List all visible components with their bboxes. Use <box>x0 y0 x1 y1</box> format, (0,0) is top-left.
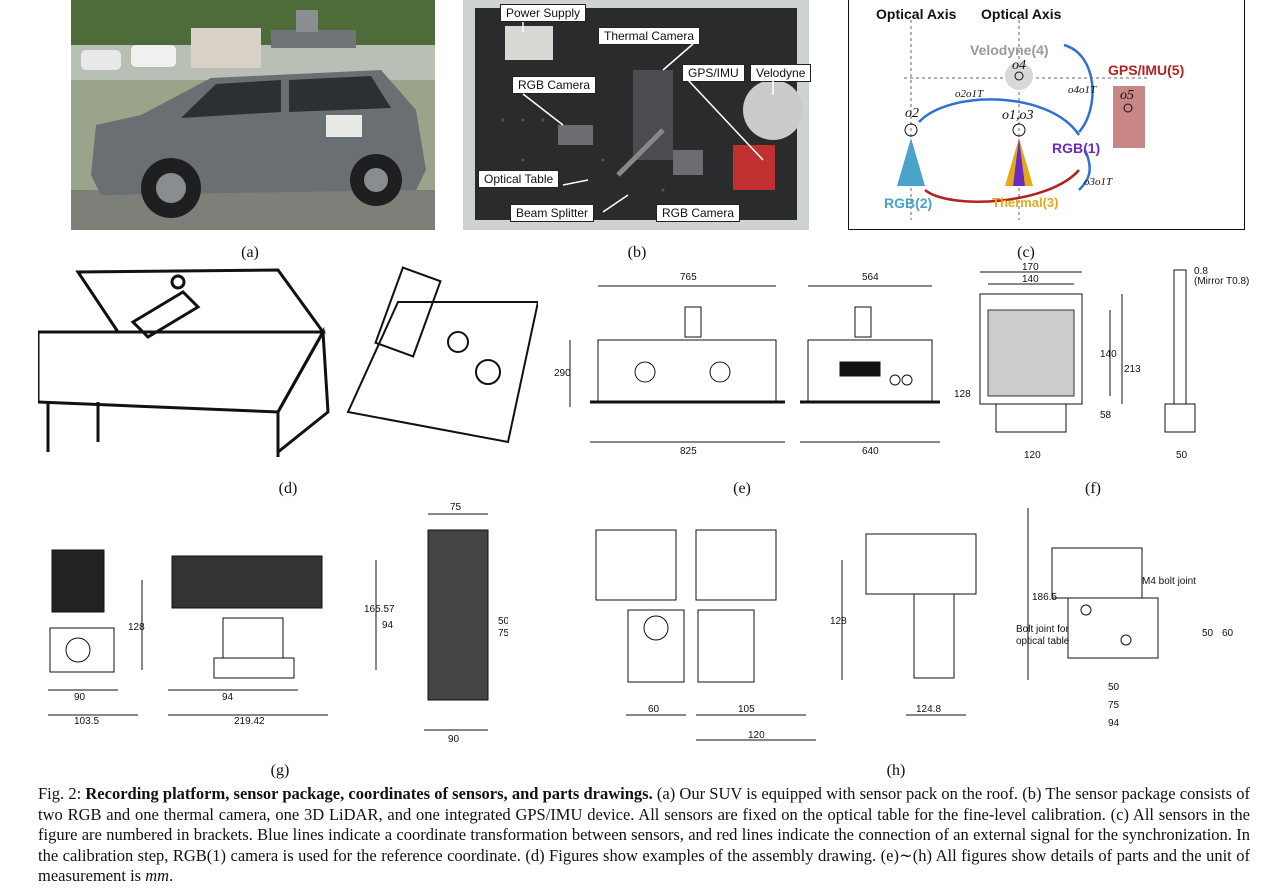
caption-unit: mm <box>145 866 170 885</box>
dim-g-90: 90 <box>74 692 86 703</box>
dim-h-50: 50 <box>1108 682 1120 693</box>
panel-h-label: (h) <box>886 762 906 779</box>
dim-h-60: 60 <box>648 704 660 715</box>
dim-e-640: 640 <box>862 446 879 457</box>
o2-label: o2 <box>905 106 919 121</box>
dim-h-bolt2: optical table <box>1016 636 1070 647</box>
dim-f-120: 120 <box>1024 450 1041 461</box>
dim-f-140b: 140 <box>1100 349 1117 360</box>
tag-gps-imu: GPS/IMU <box>682 64 745 82</box>
panel-d-label: (d) <box>278 480 298 497</box>
dim-h-94: 94 <box>1108 718 1120 729</box>
dim-f-58: 58 <box>1100 410 1112 421</box>
o1o3-label: o1,o3 <box>1002 108 1034 123</box>
panel-a-label: (a) <box>241 244 259 261</box>
optical-axis-label-2: Optical Axis <box>981 6 1062 22</box>
dim-f-140a: 140 <box>1022 274 1039 285</box>
dim-g-16557: 165.57 <box>364 604 395 615</box>
dim-g-90b: 90 <box>448 734 460 745</box>
dim-g-1035: 103.5 <box>74 716 99 727</box>
box-dimension-drawing: 765 564 290 825 640 <box>554 272 940 457</box>
dim-f-50: 50 <box>1176 450 1188 461</box>
panel-b-arrows <box>522 22 774 213</box>
suv-photo <box>71 0 435 230</box>
panel-f-label: (f) <box>1085 480 1101 497</box>
caption-title: Recording platform, sensor package, coor… <box>85 784 653 803</box>
dim-g-94: 94 <box>222 692 234 703</box>
dim-g-50: 50 <box>498 616 508 627</box>
panel-e-label: (e) <box>733 480 751 497</box>
assembly-drawing <box>38 266 538 457</box>
dim-h-50b: 50 <box>1202 628 1214 639</box>
dim-g-21942: 219.42 <box>234 716 265 727</box>
tag-velodyne: Velodyne <box>750 64 812 82</box>
thermal-camera-drawing: 128 90 103.5 94 219.42 75 165.57 94 50 7… <box>48 502 508 745</box>
rgb1-label: RGB(1) <box>1052 140 1101 156</box>
panel-g-label: (g) <box>270 762 290 779</box>
dim-h-60b: 60 <box>1222 628 1234 639</box>
transform-31-label: o3o1T <box>1084 176 1113 188</box>
dim-f-128: 128 <box>954 389 971 400</box>
dim-e-765: 765 <box>680 272 697 283</box>
dim-h-75: 75 <box>1108 700 1120 711</box>
gps-imu-label: GPS/IMU(5) <box>1108 62 1185 78</box>
transform-41-label: o4o1T <box>1068 84 1097 96</box>
dim-g-128: 128 <box>128 622 145 633</box>
coordinate-diagram <box>848 0 1245 230</box>
dim-g-94b: 94 <box>382 620 394 631</box>
tag-beam-splitter: Beam Splitter <box>510 204 595 222</box>
dim-h-1248: 124.8 <box>916 704 941 715</box>
dim-g-75b: 75 <box>498 628 508 639</box>
dim-f-mirror: (Mirror T0.8) <box>1194 276 1249 287</box>
transform-21-label: o2o1T <box>955 88 984 100</box>
dim-f-170: 170 <box>1022 262 1039 273</box>
dim-e-564: 564 <box>862 272 879 283</box>
tag-rgb-camera-top: RGB Camera <box>512 76 597 94</box>
dim-g-75: 75 <box>450 502 462 513</box>
caption-body: (a) Our SUV is equipped with sensor pack… <box>38 784 1250 885</box>
rgb2-label: RGB(2) <box>884 195 933 211</box>
rgb-camera-mount-drawing: 60 105 120 128 186.5 124.8 M4 bolt joint… <box>595 508 1234 741</box>
dim-f-08: 0.8 <box>1194 266 1208 277</box>
tag-optical-table: Optical Table <box>478 170 560 188</box>
caption-end: . <box>169 866 174 885</box>
o5-label: o5 <box>1120 88 1134 103</box>
dim-e-825: 825 <box>680 446 697 457</box>
dim-h-120: 120 <box>748 730 765 741</box>
dim-f-213: 213 <box>1124 364 1141 375</box>
tag-thermal-camera: Thermal Camera <box>598 27 701 45</box>
caption-fig-number: Fig. 2: <box>38 784 86 803</box>
tag-rgb-camera-bottom: RGB Camera <box>656 204 741 222</box>
mirror-holder-drawing: 170 140 140 213 128 58 120 0.8 (Mirror T… <box>954 262 1249 461</box>
dim-e-290: 290 <box>554 368 571 379</box>
dim-h-m4: M4 bolt joint <box>1142 576 1196 587</box>
dim-h-128: 128 <box>830 616 847 627</box>
dim-h-bolt1: Bolt joint for <box>1016 624 1069 635</box>
dim-h-105: 105 <box>738 704 755 715</box>
tag-power-supply: Power Supply <box>500 4 587 22</box>
dim-h-1865: 186.5 <box>1032 592 1057 603</box>
panel-c-label: (c) <box>1017 244 1035 261</box>
figure-caption: Fig. 2: Recording platform, sensor packa… <box>38 784 1250 887</box>
optical-axis-label-1: Optical Axis <box>876 6 957 22</box>
panel-b-label: (b) <box>627 244 647 261</box>
o4-label: o4 <box>1012 58 1026 73</box>
thermal3-label: Thermal(3) <box>992 195 1059 210</box>
velodyne-label: Velodyne(4) <box>970 42 1049 58</box>
